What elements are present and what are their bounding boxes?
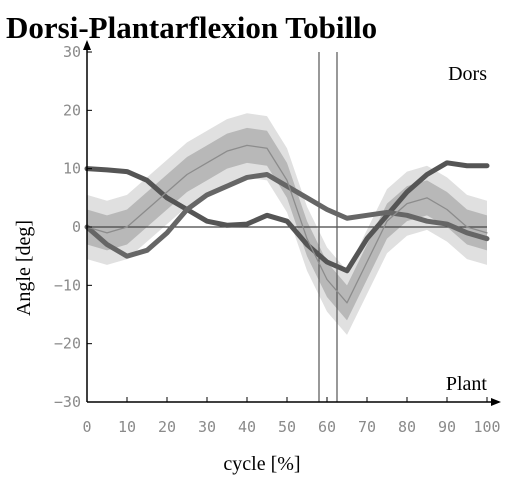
y-tick-label: 30 — [63, 43, 81, 61]
y-tick-label: −20 — [54, 335, 81, 353]
line — [86, 144, 488, 304]
x-tick-label: 100 — [473, 418, 500, 436]
x-tick-label: 50 — [278, 418, 296, 436]
line — [84, 160, 490, 274]
x-tick-label: 70 — [358, 418, 376, 436]
y-tick-label: −10 — [54, 276, 81, 294]
x-tick-label: 40 — [238, 418, 256, 436]
x-tick-label: 60 — [318, 418, 336, 436]
x-tick-label: 0 — [82, 418, 91, 436]
annotation: Dors — [448, 63, 487, 85]
x-tick-label: 10 — [118, 418, 136, 436]
y-tick-label: 10 — [63, 160, 81, 178]
x-axis-label: cycle [%] — [223, 453, 300, 475]
y-tick-label: −30 — [54, 393, 81, 411]
line — [84, 172, 490, 259]
y-tick-label: 0 — [72, 218, 81, 236]
band — [87, 127, 487, 321]
arrow — [83, 40, 91, 50]
y-axis-label: Angle [deg] — [13, 220, 35, 316]
x-tick-label: 30 — [198, 418, 216, 436]
arrow — [491, 398, 501, 406]
y-tick-label: 20 — [63, 101, 81, 119]
x-tick-label: 20 — [158, 418, 176, 436]
x-tick-label: 80 — [398, 418, 416, 436]
annotation: Plant — [446, 373, 488, 395]
chart-title: Dorsi-Plantarflexion Tobillo — [6, 10, 377, 45]
x-tick-label: 90 — [438, 418, 456, 436]
